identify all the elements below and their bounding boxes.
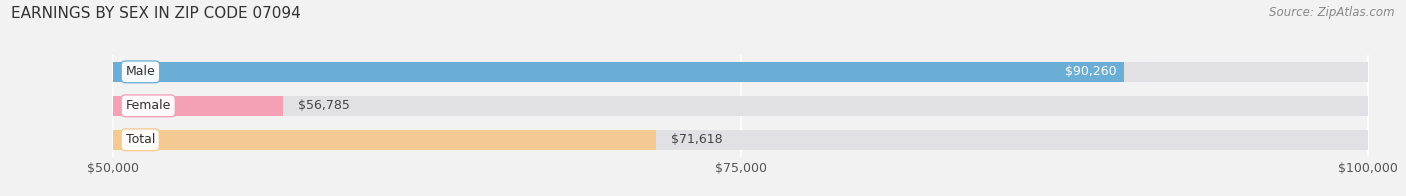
Text: Male: Male	[125, 65, 155, 78]
Bar	[112, 96, 284, 116]
Bar	[112, 62, 1123, 82]
Text: $90,260: $90,260	[1064, 65, 1116, 78]
Text: $71,618: $71,618	[671, 133, 723, 146]
Text: Total: Total	[125, 133, 155, 146]
Text: $56,785: $56,785	[298, 99, 350, 112]
Bar	[112, 96, 1368, 116]
Bar	[112, 130, 655, 150]
Text: Source: ZipAtlas.com: Source: ZipAtlas.com	[1270, 6, 1395, 19]
Bar	[112, 130, 1368, 150]
Bar	[112, 62, 1368, 82]
Text: EARNINGS BY SEX IN ZIP CODE 07094: EARNINGS BY SEX IN ZIP CODE 07094	[11, 6, 301, 21]
Text: Female: Female	[125, 99, 172, 112]
